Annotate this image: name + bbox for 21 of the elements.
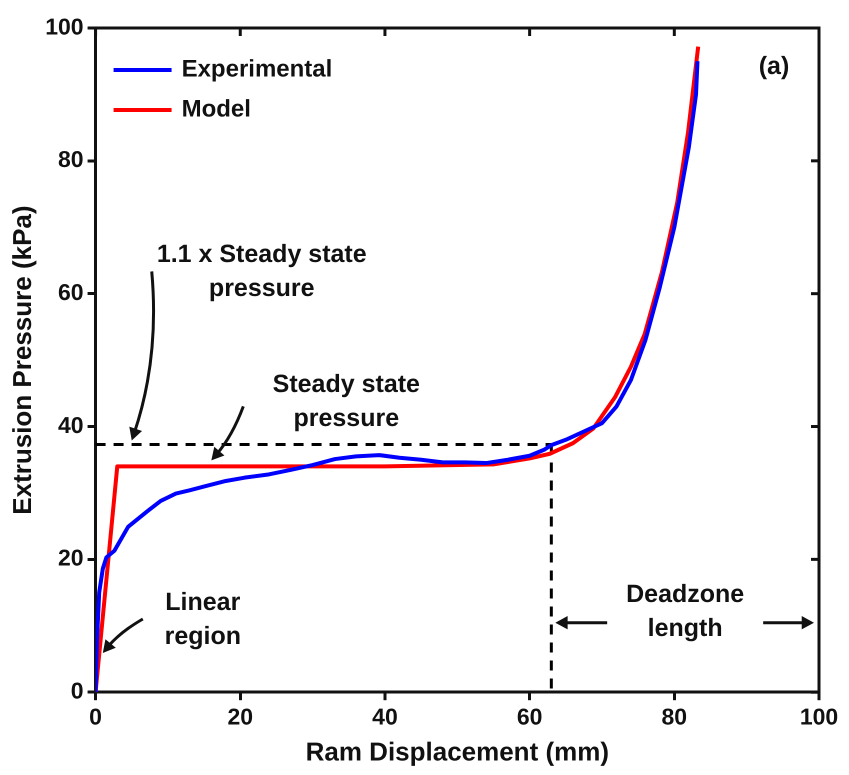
annotation: Linear region [164, 586, 242, 652]
y-tick-label: 80 [58, 146, 84, 172]
x-tick-label: 100 [800, 703, 838, 730]
annotation: (a) [758, 51, 790, 82]
annotation: 1.1 x Steady state pressure [156, 239, 368, 304]
x-tick-label: 20 [227, 703, 254, 730]
y-tick-label: 60 [58, 279, 84, 306]
y-tick-label: 100 [45, 13, 84, 40]
x-tick-label: 80 [662, 703, 688, 730]
x-tick-label: 0 [89, 703, 102, 730]
annotation: Deadzone length [625, 578, 746, 644]
legend-label: Model [182, 96, 251, 123]
x-tick-label: 60 [516, 703, 542, 730]
annotation: Steady state pressure [272, 369, 421, 434]
y-axis-title: Extrusion Pressure (kPa) [6, 205, 37, 515]
x-axis-title: Ram Displacement (mm) [306, 736, 609, 767]
y-tick-label: 20 [58, 544, 84, 571]
x-tick-label: 40 [372, 703, 398, 730]
y-tick-label: 40 [58, 412, 84, 438]
y-tick-label: 0 [70, 678, 84, 704]
legend-label: Experimental [182, 56, 332, 83]
